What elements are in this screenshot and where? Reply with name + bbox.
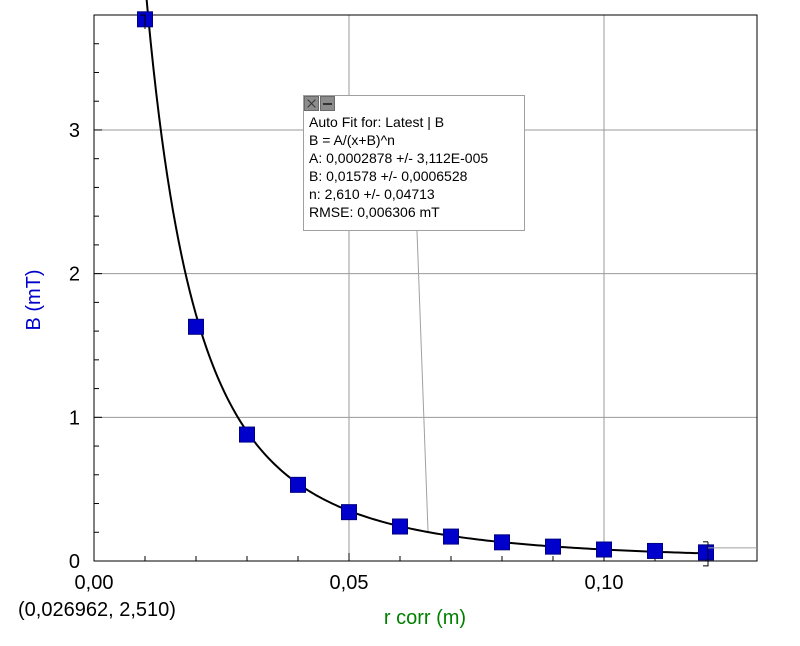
y-tick-label: 3 xyxy=(69,120,80,142)
data-point xyxy=(698,544,714,561)
y-tick-label: 1 xyxy=(69,407,80,429)
pointer-layer xyxy=(416,230,429,533)
data-point xyxy=(188,318,204,335)
plot-frame xyxy=(93,14,758,562)
fit-curve xyxy=(145,0,707,555)
data-point xyxy=(392,518,408,535)
data-point xyxy=(290,476,306,493)
fit-param-n: n: 2,610 +/- 0,04713 xyxy=(309,186,435,202)
data-point xyxy=(596,541,612,558)
fit-equation: B = A/(x+B)^n xyxy=(309,132,395,148)
fit-rmse: RMSE: 0,006306 mT xyxy=(309,204,440,220)
data-point xyxy=(239,426,255,443)
data-point xyxy=(647,542,663,559)
y-tick-label: 2 xyxy=(69,264,80,286)
data-point xyxy=(494,534,510,551)
bracket-layer[interactable] xyxy=(140,14,757,567)
frame-layer xyxy=(93,14,758,562)
data-point xyxy=(443,528,459,545)
fit-title: Auto Fit for: Latest | B xyxy=(309,114,445,130)
fit-param-b: B: 0,01578 +/- 0,0006528 xyxy=(309,168,468,184)
x-tick-label: 0,05 xyxy=(330,572,369,594)
minimize-icon[interactable] xyxy=(320,96,335,111)
data-point xyxy=(545,538,561,555)
tick-label-layer: 0,00 0,05 0,10 0 1 2 3 xyxy=(69,120,624,594)
close-icon[interactable] xyxy=(304,96,319,111)
y-tick-label: 0 xyxy=(69,551,80,573)
x-tick-label: 0,10 xyxy=(585,572,624,594)
fit-pointer-line xyxy=(416,230,429,533)
fit-range-start-bracket[interactable] xyxy=(140,14,146,29)
fit-param-a: A: 0,0002878 +/- 3,112E-005 xyxy=(309,150,489,166)
fit-box-controls xyxy=(304,96,336,112)
y-axis-title: B (mT) xyxy=(23,269,45,330)
fit-layer xyxy=(145,0,707,555)
fit-range-end-bracket[interactable] xyxy=(703,541,709,567)
data-point xyxy=(341,504,357,521)
auto-fit-annotation-box[interactable]: Auto Fit for: Latest | B B = A/(x+B)^n A… xyxy=(303,95,525,231)
cursor-coordinate-readout: (0,026962, 2,510) xyxy=(18,599,176,621)
x-tick-label: 0,00 xyxy=(75,572,114,594)
point-layer xyxy=(137,11,714,561)
x-axis-title: r corr (m) xyxy=(384,607,466,629)
